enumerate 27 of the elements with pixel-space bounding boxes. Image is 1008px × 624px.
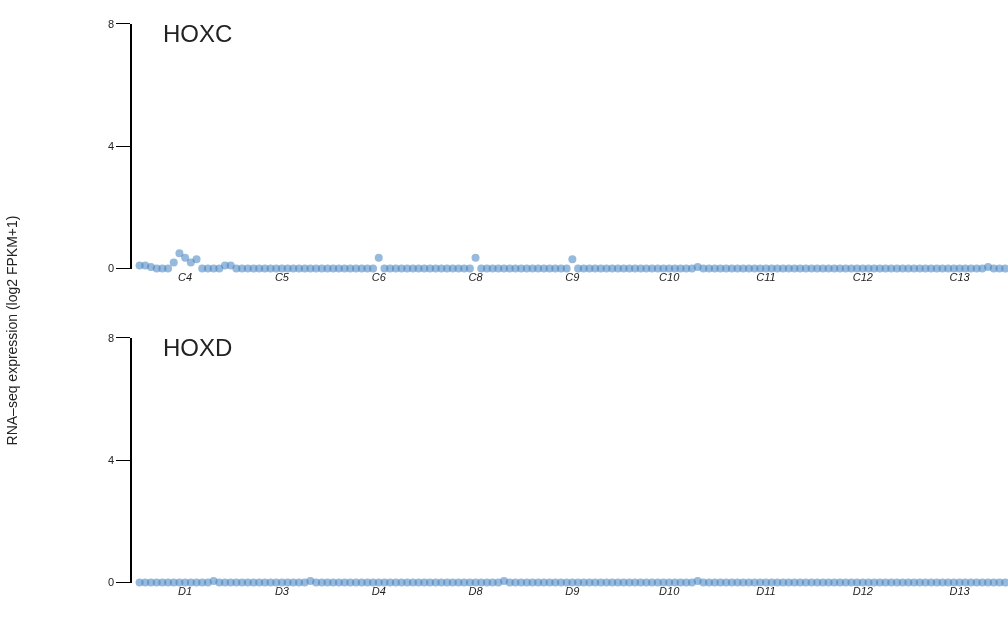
y-tick-label: 8 xyxy=(107,331,115,344)
x-tick-label: D10 xyxy=(659,584,681,597)
x-tick-label: C6 xyxy=(371,270,387,283)
chart-title: HOXC xyxy=(163,20,233,47)
x-tick-label: D9 xyxy=(565,584,580,597)
x-tick-label: C11 xyxy=(756,270,776,283)
x-tick-label: D3 xyxy=(274,584,290,597)
x-tick-label: C9 xyxy=(565,270,580,283)
x-tick-label: D12 xyxy=(852,584,873,597)
x-tick-label: C8 xyxy=(468,270,484,283)
y-tick-label: 4 xyxy=(107,140,115,152)
x-tick-label: D4 xyxy=(371,584,386,597)
x-tick-label: C13 xyxy=(949,270,971,283)
x-tick-label: D13 xyxy=(949,584,971,597)
x-tick-label: C5 xyxy=(274,270,290,283)
y-tick-label: 0 xyxy=(107,262,115,275)
x-tick-label: C4 xyxy=(178,270,193,283)
y-tick-label: 4 xyxy=(107,453,115,466)
y-axis-title: RNA–seq expression (log2 FPKM+1) xyxy=(3,215,20,446)
x-tick-label: D8 xyxy=(468,584,484,597)
y-tick-label: 0 xyxy=(107,576,115,589)
x-tick-label: D11 xyxy=(756,584,776,597)
x-tick-label: C10 xyxy=(659,270,681,283)
chart-title: HOXD xyxy=(163,334,233,361)
y-tick-label: 8 xyxy=(107,17,115,30)
x-tick-label: C12 xyxy=(852,270,873,283)
x-tick-label: D1 xyxy=(178,584,193,597)
